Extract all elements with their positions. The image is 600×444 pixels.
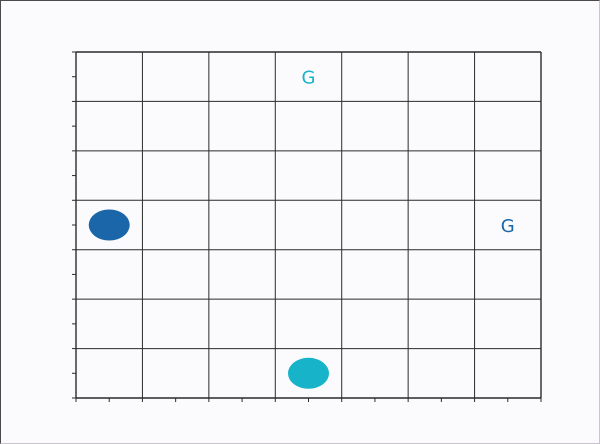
goal-cyan-label: G (302, 68, 316, 89)
agent-blue (88, 209, 130, 241)
agent-cyan (288, 357, 329, 389)
agent-markers (88, 209, 329, 389)
goal-markers: GG (302, 68, 515, 237)
axis-ticks (72, 51, 542, 402)
goal-blue-label: G (501, 216, 515, 237)
grid-lines (75, 51, 542, 399)
